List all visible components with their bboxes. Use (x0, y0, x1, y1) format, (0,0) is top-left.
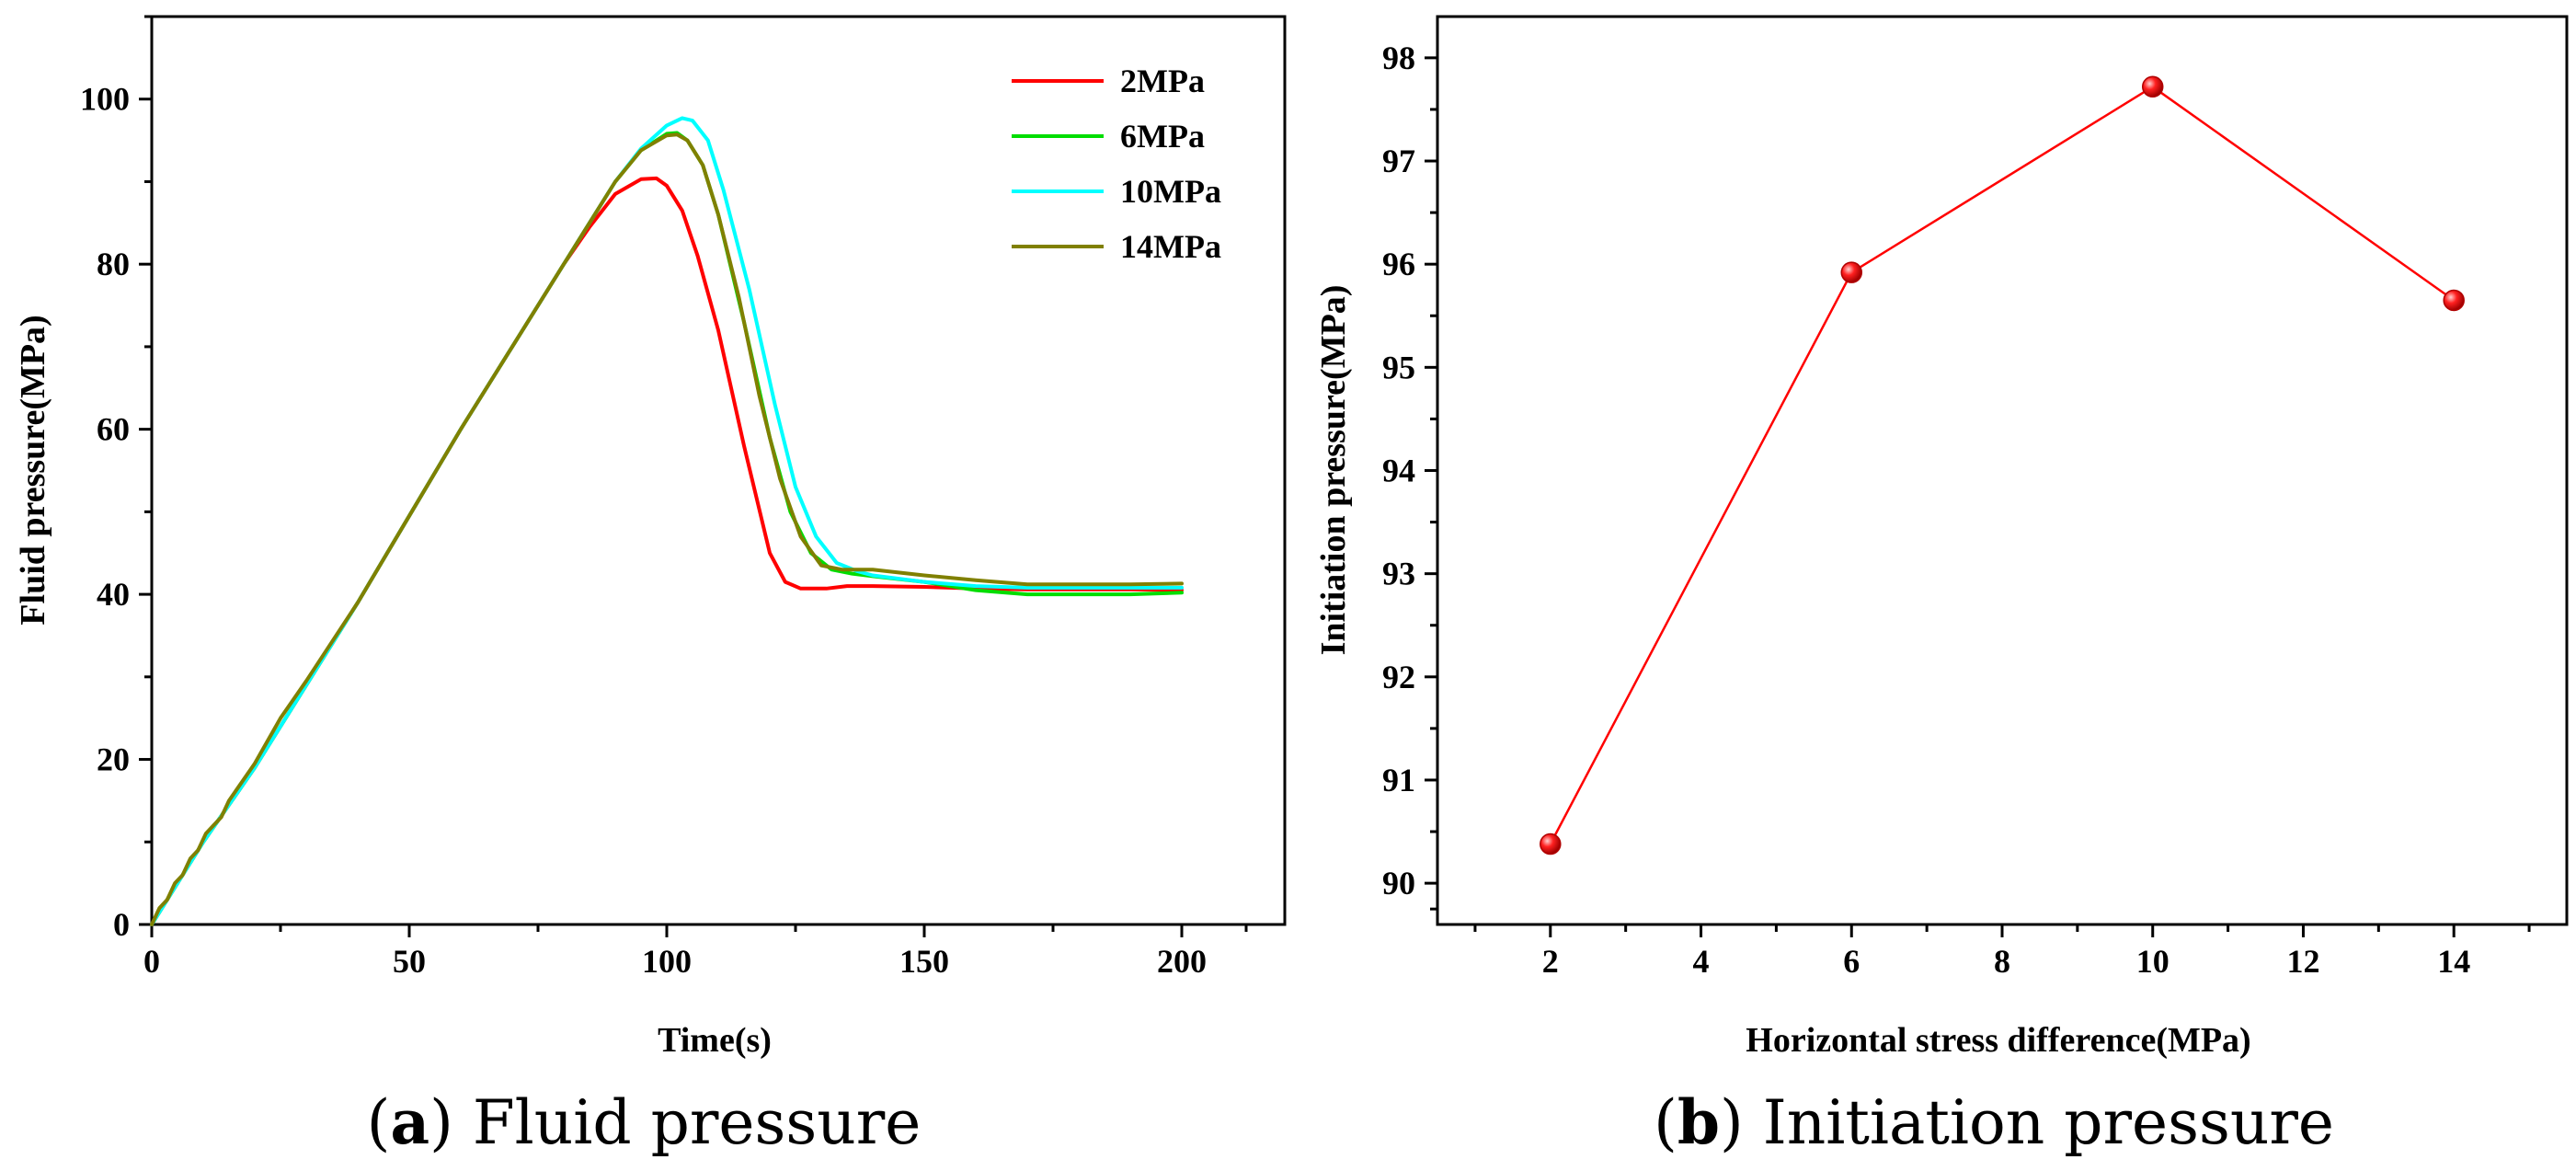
panel-a-fluid-pressure: 0 50 100 150 200 0 20 40 60 80 100 2MPa 6MPa 10MPa 14… (14, 15, 1287, 1158)
series-line-0 (150, 176, 1184, 926)
panel-b-caption-text: Initiation pressure (1763, 1087, 2334, 1158)
panel-b-caption-letter: b (1677, 1086, 1720, 1158)
legend-label-2: 10MPa (1120, 173, 1221, 210)
panel-b-series (1540, 75, 2465, 855)
series-line-3 (150, 132, 1184, 926)
panel-a-caption-text: Fluid pressure (473, 1087, 921, 1158)
y-tick-label: 91 (1382, 762, 1415, 798)
series-line-1 (150, 131, 1184, 926)
x-tick-label: 200 (1157, 943, 1207, 980)
series-line-2 (150, 116, 1184, 926)
panel-b-ticks: 2 4 6 8 10 12 14 90 91 92 93 94 95 96 97 98 (1382, 40, 2531, 980)
y-tick-label: 94 (1382, 453, 1415, 489)
panel-a-plot-frame (150, 15, 1287, 926)
legend-label-1: 6MPa (1120, 118, 1205, 155)
panel-b-y-axis-title: Initiation pressure(MPa) (1314, 285, 1353, 656)
y-tick-label: 93 (1382, 556, 1415, 592)
x-tick-label: 10 (2136, 943, 2170, 980)
data-point (1540, 832, 1562, 855)
panel-b-x-axis-title: Horizontal stress difference(MPa) (1746, 1021, 2250, 1060)
data-point (2141, 75, 2164, 98)
x-tick-label: 100 (642, 943, 692, 980)
legend-label-3: 14MPa (1120, 228, 1221, 265)
y-tick-label: 90 (1382, 865, 1415, 901)
panel-b-initiation-pressure: 2 4 6 8 10 12 14 90 91 92 93 94 95 96 97 98 Horizontal … (1314, 15, 2569, 1158)
y-tick-label: 40 (97, 576, 130, 613)
panel-a-caption: (a) Fluid pressure (367, 1086, 922, 1158)
y-tick-label: 95 (1382, 349, 1415, 385)
panel-a-ticks: 0 50 100 150 200 0 20 40 60 80 100 (80, 15, 1248, 980)
x-tick-label: 50 (393, 943, 426, 980)
data-point (2443, 289, 2465, 312)
y-tick-label: 0 (113, 906, 130, 943)
y-tick-label: 98 (1382, 40, 1415, 76)
y-tick-label: 97 (1382, 143, 1415, 179)
panel-a-legend: 2MPa 6MPa 10MPa 14MPa (1012, 63, 1221, 265)
panel-b-plot-frame (1436, 15, 2569, 926)
x-tick-label: 150 (899, 943, 949, 980)
y-tick-label: 20 (97, 741, 130, 778)
y-tick-label: 96 (1382, 246, 1415, 282)
y-tick-label: 92 (1382, 659, 1415, 695)
panel-b-caption: (b) Initiation pressure (1654, 1086, 2334, 1158)
x-tick-label: 0 (143, 943, 160, 980)
x-tick-label: 4 (1693, 943, 1710, 980)
x-tick-label: 12 (2286, 943, 2319, 980)
y-tick-label: 60 (97, 411, 130, 448)
x-tick-label: 14 (2437, 943, 2470, 980)
legend-label-0: 2MPa (1120, 63, 1205, 99)
x-tick-label: 8 (1994, 943, 2010, 980)
panel-a-x-axis-title: Time(s) (658, 1021, 772, 1060)
x-tick-label: 6 (1843, 943, 1860, 980)
panel-a-series (150, 116, 1184, 926)
y-tick-label: 100 (80, 81, 130, 118)
series-line-0 (1549, 86, 2456, 845)
panel-a-y-axis-title: Fluid pressure(MPa) (14, 315, 52, 625)
x-tick-label: 2 (1542, 943, 1559, 980)
y-tick-label: 80 (97, 246, 130, 282)
panel-a-caption-letter: a (390, 1086, 429, 1158)
data-point (1840, 261, 1863, 283)
